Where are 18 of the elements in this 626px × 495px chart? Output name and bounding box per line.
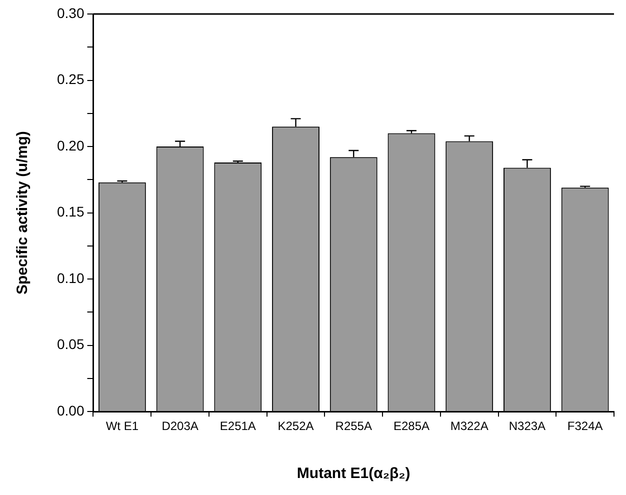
y-axis-title: Specific activity (u/mg): [14, 131, 32, 294]
x-tick-label: N323A: [508, 419, 546, 434]
x-tick-label: F324A: [567, 419, 603, 434]
x-tick-label: D203A: [162, 419, 198, 434]
y-tick-label: 0.30: [57, 4, 84, 21]
y-tick-label: 0.15: [57, 204, 84, 220]
y-tick-label: 0.10: [57, 270, 84, 286]
x-tick-label: Wt E1: [106, 419, 139, 434]
x-tick-label: E251A: [220, 419, 256, 434]
y-tick-label: 0.20: [57, 137, 84, 154]
y-tick-label: 0.25: [57, 71, 84, 88]
x-tick-label: R255A: [335, 419, 372, 434]
x-tick-label: M322A: [450, 419, 488, 434]
y-tick-label: 0.00: [57, 402, 84, 418]
x-axis-title: Mutant E1(α₂β₂): [296, 465, 410, 482]
x-tick-label: K252A: [278, 419, 314, 434]
x-tick-label: E285A: [393, 419, 430, 434]
y-tick-label: 0.05: [57, 336, 84, 352]
